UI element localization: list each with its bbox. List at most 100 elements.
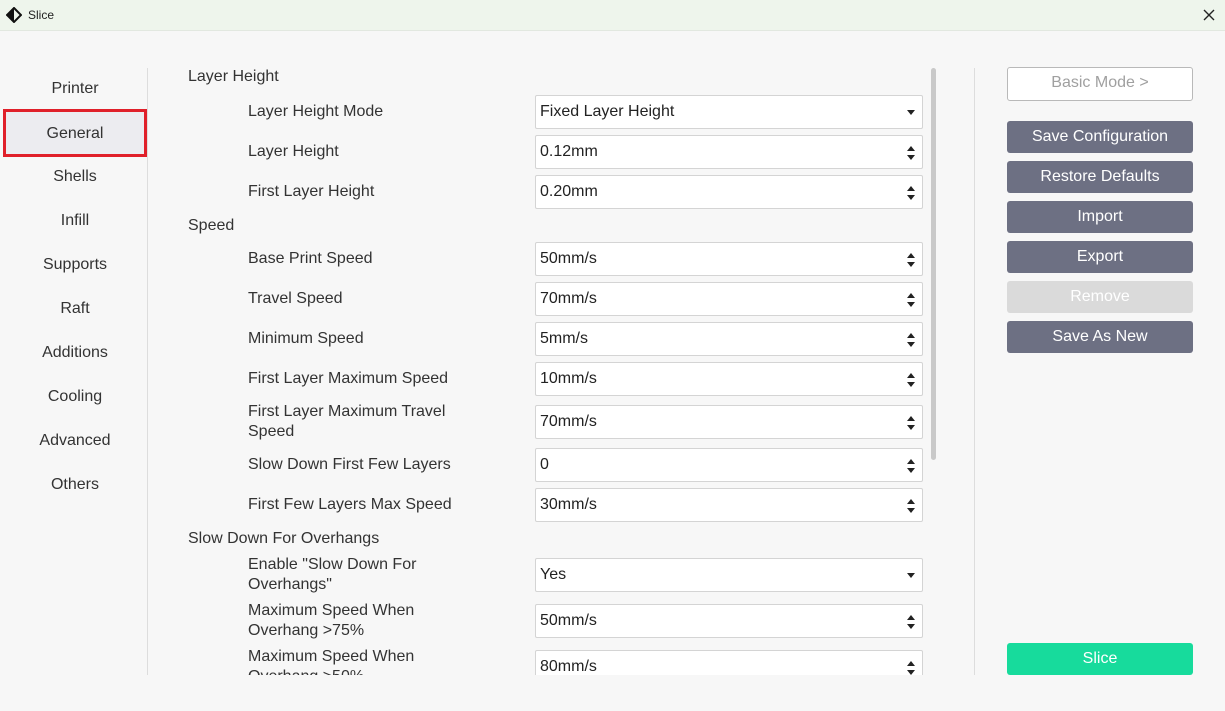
dropdown[interactable]: Yes: [535, 558, 923, 592]
dropdown-icon[interactable]: [906, 105, 916, 121]
setting-label: Base Print Speed: [248, 249, 373, 269]
setting-label: First Few Layers Max Speed: [248, 495, 452, 515]
sidebar-item[interactable]: General: [3, 109, 147, 157]
label-line: Overhang >75%: [248, 622, 365, 639]
label-line: Layer Height Mode: [248, 103, 384, 120]
sidebar-item[interactable]: Printer: [51, 80, 99, 97]
settings-panel: Layer Height Layer Height Mode Fixed Layer…: [148, 62, 928, 675]
divider: [974, 68, 975, 675]
setting-row: First Few Layers Max Speed 30mm/s: [148, 485, 928, 525]
action-button[interactable]: Save Configuration: [1007, 121, 1193, 153]
dropdown[interactable]: Fixed Layer Height: [535, 95, 923, 129]
spinner[interactable]: 5mm/s: [535, 322, 923, 356]
label-line: First Layer Height: [248, 183, 375, 200]
setting-value: 50mm/s: [540, 250, 597, 267]
label-line: First Layer Maximum Travel: [248, 403, 446, 420]
spinner-icon[interactable]: [906, 252, 916, 268]
setting-label: Layer Height Mode: [248, 102, 383, 122]
spinner-icon[interactable]: [906, 332, 916, 348]
setting-label: Enable "Slow Down For Overhangs": [248, 555, 416, 595]
action-button[interactable]: Export: [1007, 241, 1193, 273]
sidebar-item[interactable]: Additions: [42, 344, 108, 361]
action-button: Remove: [1007, 281, 1193, 313]
action-button[interactable]: Save As New: [1007, 321, 1193, 353]
setting-label: Travel Speed: [248, 289, 343, 309]
label-line: Maximum Speed When: [248, 648, 415, 665]
spinner[interactable]: 10mm/s: [535, 362, 923, 396]
divider: [147, 68, 148, 675]
sidebar-item[interactable]: Raft: [60, 300, 90, 317]
action-button[interactable]: Basic Mode >: [1007, 67, 1193, 101]
spinner-icon[interactable]: [906, 614, 916, 630]
label-line: Base Print Speed: [248, 250, 373, 267]
setting-value: 10mm/s: [540, 370, 597, 387]
sidebar-item[interactable]: Infill: [60, 212, 90, 229]
spinner-icon[interactable]: [906, 458, 916, 474]
setting-label: First Layer Maximum Speed: [248, 369, 448, 389]
setting-row: Maximum Speed When Overhang >75% 50mm/s: [148, 598, 928, 644]
spinner-icon[interactable]: [906, 498, 916, 514]
setting-label: Layer Height: [248, 142, 339, 162]
label-line: Travel Speed: [248, 290, 343, 307]
setting-value: Fixed Layer Height: [540, 103, 675, 120]
label-line: Enable "Slow Down For: [248, 556, 417, 573]
setting-label: First Layer Maximum Travel Speed: [248, 402, 445, 442]
setting-label: First Layer Height: [248, 182, 374, 202]
label-line: Overhang >50%: [248, 667, 414, 675]
scrollbar[interactable]: [931, 68, 936, 460]
sidebar-item[interactable]: Shells: [53, 168, 97, 185]
setting-row: First Layer Maximum Speed 10mm/s: [148, 359, 928, 399]
spinner[interactable]: 0.20mm: [535, 175, 923, 209]
action-button[interactable]: Import: [1007, 201, 1193, 233]
setting-label: Maximum Speed When Overhang >50%: [248, 647, 414, 675]
app-icon: [6, 7, 22, 23]
label-line: First Layer Maximum Speed: [248, 370, 449, 387]
title-bar: Slice: [0, 0, 1225, 31]
slice-button[interactable]: Slice: [1007, 643, 1193, 675]
spinner[interactable]: 70mm/s: [535, 405, 923, 439]
spinner-icon[interactable]: [906, 145, 916, 161]
spinner[interactable]: 0.12mm: [535, 135, 923, 169]
spinner[interactable]: 50mm/s: [535, 604, 923, 638]
spinner[interactable]: 80mm/s: [535, 650, 923, 675]
setting-label: Minimum Speed: [248, 329, 364, 349]
setting-label: Maximum Speed When Overhang >75%: [248, 601, 414, 641]
sidebar-item[interactable]: Others: [50, 476, 99, 493]
spinner[interactable]: 50mm/s: [535, 242, 923, 276]
spinner-icon[interactable]: [906, 185, 916, 201]
spinner-icon[interactable]: [906, 660, 916, 675]
section-title: Layer Height: [188, 68, 279, 85]
section-title: Slow Down For Overhangs: [188, 530, 380, 547]
dropdown-icon[interactable]: [906, 568, 916, 584]
sidebar-item[interactable]: Advanced: [39, 432, 111, 449]
label-line: First Few Layers Max Speed: [248, 496, 452, 513]
label-line: Speed: [248, 423, 295, 440]
setting-row: First Layer Maximum Travel Speed 70mm/s: [148, 399, 928, 445]
spinner[interactable]: 70mm/s: [535, 282, 923, 316]
spinner-icon[interactable]: [906, 415, 916, 431]
setting-row: Layer Height Mode Fixed Layer Height: [148, 92, 928, 132]
action-button[interactable]: Restore Defaults: [1007, 161, 1193, 193]
close-button[interactable]: [1203, 9, 1215, 21]
sidebar-item[interactable]: Cooling: [47, 388, 103, 405]
label-line: Overhangs": [248, 576, 332, 593]
setting-row: Minimum Speed 5mm/s: [148, 319, 928, 359]
window-title: Slice: [28, 8, 55, 22]
setting-value: 0: [540, 456, 549, 473]
spinner[interactable]: 0: [535, 448, 923, 482]
section-title: Speed: [188, 217, 235, 234]
setting-label: Slow Down First Few Layers: [248, 455, 451, 475]
setting-value: 30mm/s: [540, 496, 597, 513]
setting-row: First Layer Height 0.20mm: [148, 172, 928, 212]
setting-value: 70mm/s: [540, 413, 597, 430]
label-line: Layer Height: [248, 143, 339, 160]
spinner[interactable]: 30mm/s: [535, 488, 923, 522]
label-line: Slow Down First Few Layers: [248, 456, 451, 473]
sidebar-item[interactable]: Supports: [42, 256, 108, 273]
setting-row: Base Print Speed 50mm/s: [148, 239, 928, 279]
label-line: Maximum Speed When: [248, 602, 415, 619]
spinner-icon[interactable]: [906, 292, 916, 308]
spinner-icon[interactable]: [906, 372, 916, 388]
setting-value: 0.20mm: [540, 183, 598, 200]
setting-value: Yes: [540, 566, 567, 583]
